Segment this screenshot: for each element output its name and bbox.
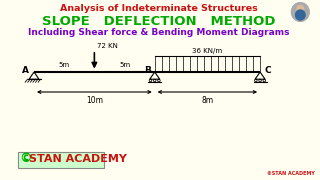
- Text: Including Shear force & Bending Moment Diagrams: Including Shear force & Bending Moment D…: [28, 28, 289, 37]
- Text: STAN ACADEMY: STAN ACADEMY: [29, 154, 127, 164]
- Circle shape: [297, 6, 304, 12]
- Circle shape: [291, 2, 310, 22]
- FancyBboxPatch shape: [18, 152, 104, 168]
- Text: 5m: 5m: [119, 62, 130, 68]
- Text: 5m: 5m: [59, 62, 70, 68]
- Text: C: C: [264, 66, 271, 75]
- Text: ©STAN ACADEMY: ©STAN ACADEMY: [267, 171, 315, 176]
- Text: 72 KN: 72 KN: [97, 43, 118, 49]
- Circle shape: [295, 10, 305, 20]
- Text: A: A: [22, 66, 29, 75]
- Text: Analysis of Indeterminate Structures: Analysis of Indeterminate Structures: [60, 4, 257, 13]
- Text: 10m: 10m: [86, 96, 103, 105]
- Text: SLOPE   DEFLECTION   METHOD: SLOPE DEFLECTION METHOD: [42, 15, 275, 28]
- Text: 8m: 8m: [201, 96, 213, 105]
- Text: B: B: [145, 66, 151, 75]
- Text: ©: ©: [20, 152, 32, 165]
- Text: 36 KN/m: 36 KN/m: [192, 48, 222, 54]
